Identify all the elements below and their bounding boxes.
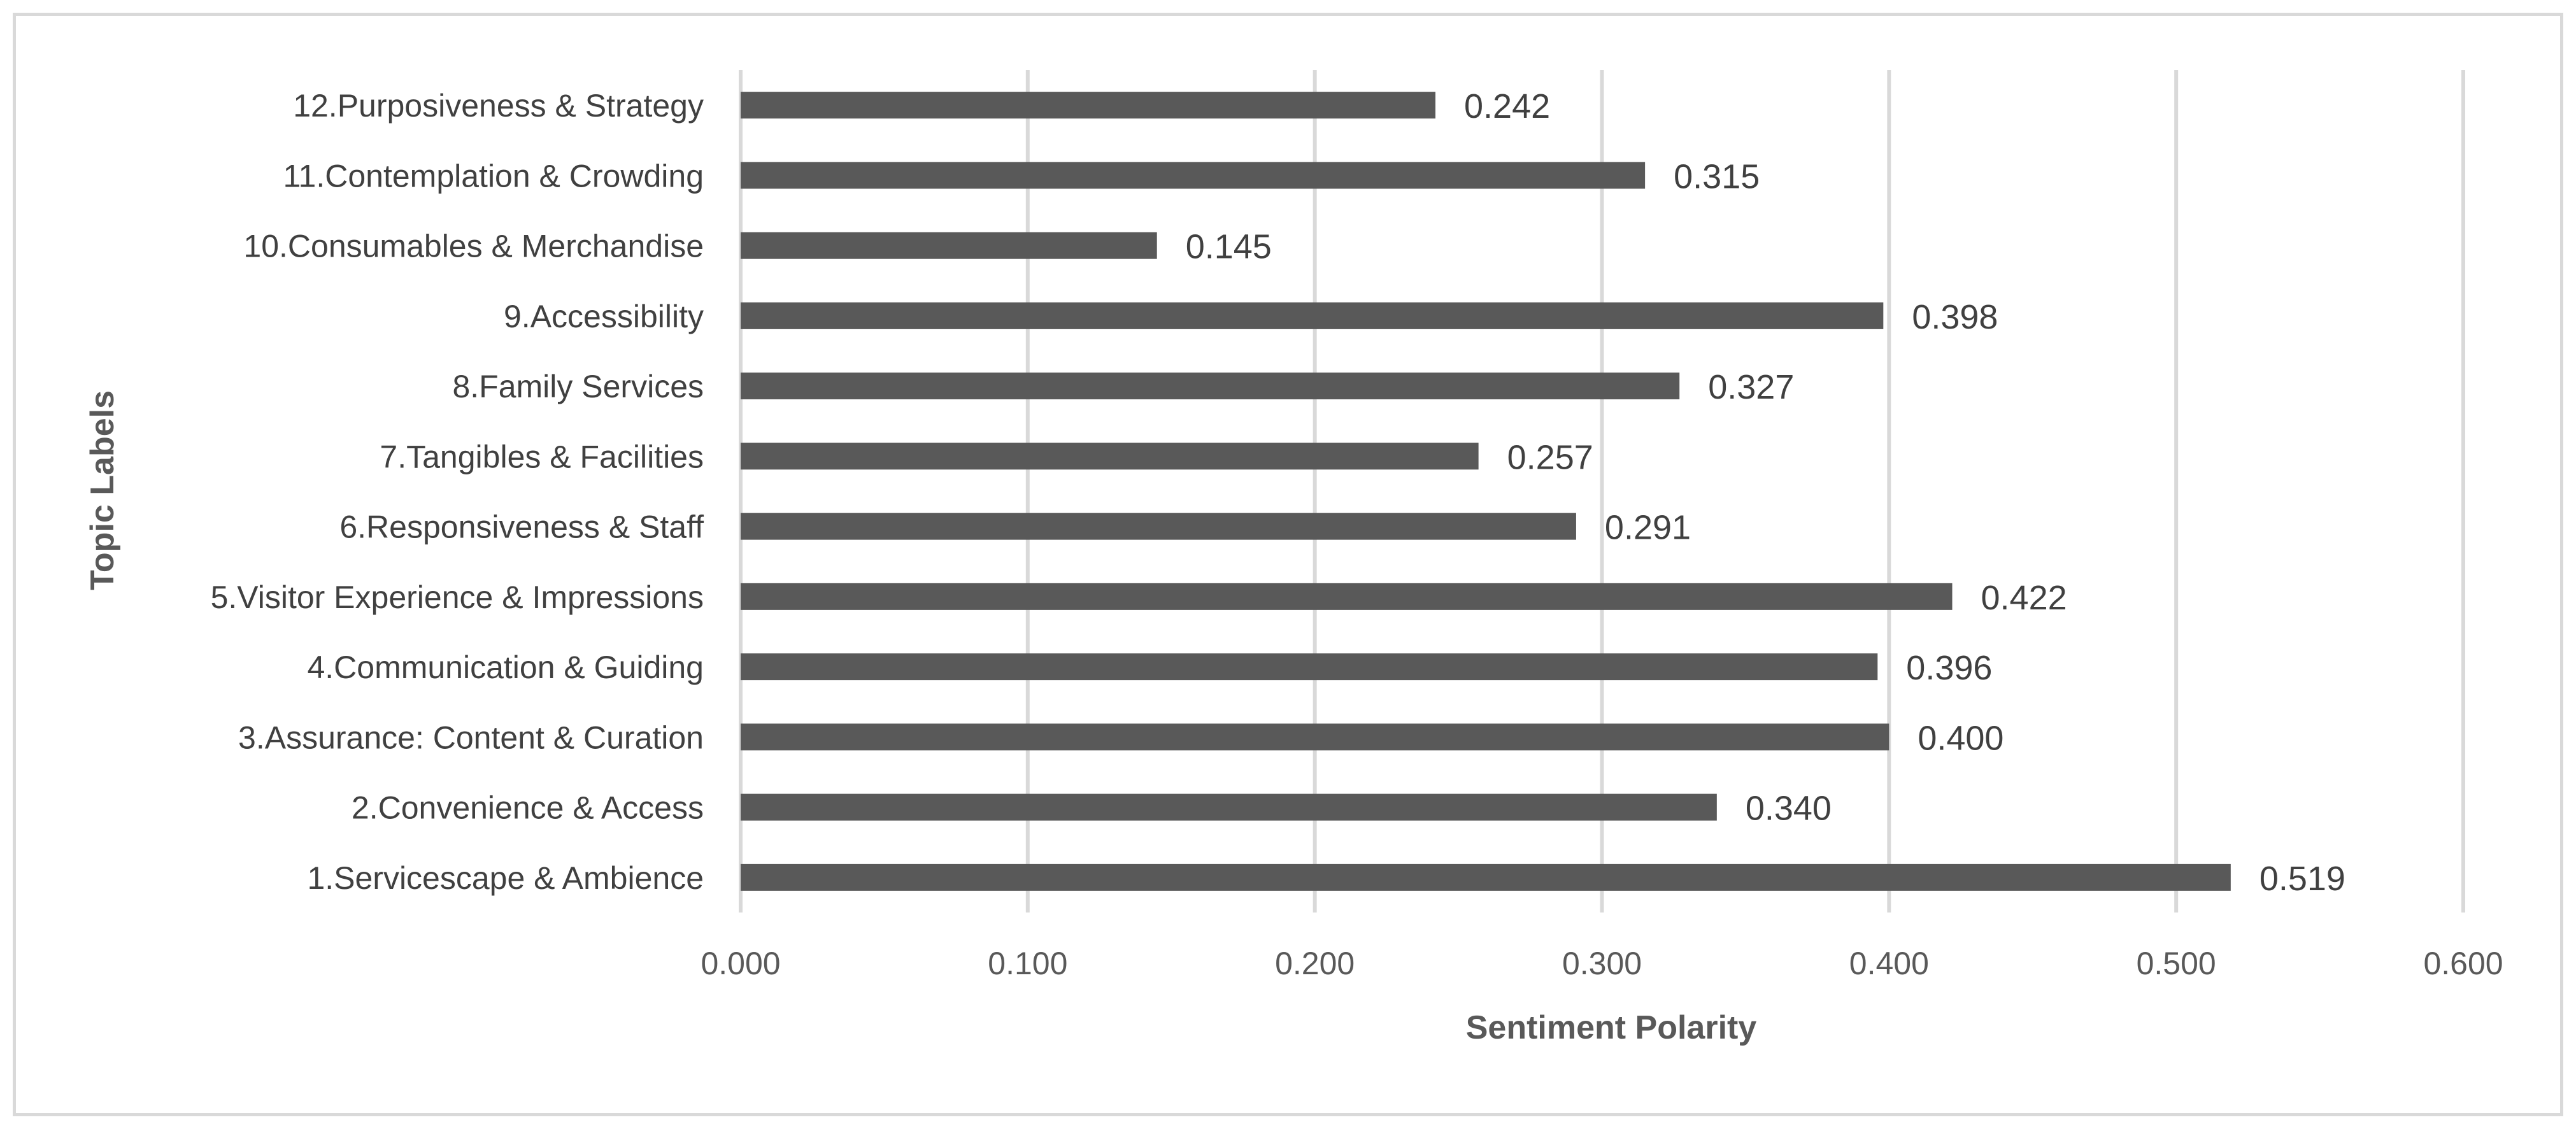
bar xyxy=(741,162,1646,189)
category-label: 6.Responsiveness & Staff xyxy=(339,509,704,545)
data-label: 0.396 xyxy=(1906,649,1992,687)
bar xyxy=(741,302,1884,329)
bar xyxy=(741,443,1479,470)
category-label: 2.Convenience & Access xyxy=(352,790,704,826)
data-label: 0.400 xyxy=(1918,719,2003,757)
category-label: 4.Communication & Guiding xyxy=(307,650,704,685)
x-tick-label: 0.300 xyxy=(1562,946,1642,981)
y-axis-title: Topic Labels xyxy=(84,390,121,590)
bar xyxy=(741,723,1889,751)
x-tick-label: 0.200 xyxy=(1275,946,1355,981)
bar xyxy=(741,863,2231,891)
data-label: 0.291 xyxy=(1605,509,1691,547)
bar xyxy=(741,583,1953,610)
x-tick-label: 0.600 xyxy=(2423,946,2503,981)
data-label: 0.145 xyxy=(1186,228,1272,266)
category-label: 8.Family Services xyxy=(452,369,704,404)
x-axis-title: Sentiment Polarity xyxy=(1466,1009,1757,1046)
data-label: 0.422 xyxy=(1981,579,2067,617)
data-label: 0.519 xyxy=(2259,860,2345,898)
category-label: 1.Servicescape & Ambience xyxy=(307,860,704,896)
data-label: 0.327 xyxy=(1708,368,1794,406)
category-label: 11.Contemplation & Crowding xyxy=(283,158,704,194)
bar xyxy=(741,653,1878,681)
x-tick-label: 0.500 xyxy=(2137,946,2216,981)
category-label: 10.Consumables & Merchandise xyxy=(243,229,704,264)
data-label: 0.257 xyxy=(1507,438,1593,476)
data-label: 0.398 xyxy=(1912,298,1998,336)
data-label: 0.315 xyxy=(1674,157,1760,195)
category-label: 7.Tangibles & Facilities xyxy=(380,439,704,474)
bar xyxy=(741,232,1157,259)
bar xyxy=(741,793,1717,821)
category-label: 5.Visitor Experience & Impressions xyxy=(211,579,704,615)
x-tick-label: 0.400 xyxy=(1849,946,1929,981)
category-labels: 1.Servicescape & Ambience 2.Convenience &… xyxy=(211,88,704,896)
bar xyxy=(741,373,1680,400)
data-label: 0.242 xyxy=(1464,87,1550,125)
x-tick-label: 0.100 xyxy=(988,946,1067,981)
gridlines xyxy=(739,70,2465,912)
bar xyxy=(741,92,1436,119)
bars xyxy=(741,92,2231,891)
chart-frame xyxy=(13,13,2563,1116)
x-tick-labels: 0.000 0.100 0.200 0.300 0.400 0.500 0.600 xyxy=(701,946,2503,981)
category-label: 12.Purposiveness & Strategy xyxy=(293,88,704,124)
x-tick-label: 0.000 xyxy=(701,946,780,981)
category-label: 9.Accessibility xyxy=(504,299,704,334)
bar xyxy=(741,513,1576,540)
value-labels: 0.519 0.340 0.400 0.396 0.422 0.291 0.257 0.327… xyxy=(1186,87,2345,898)
category-label: 3.Assurance: Content & Curation xyxy=(238,720,704,755)
data-label: 0.340 xyxy=(1746,790,1832,828)
